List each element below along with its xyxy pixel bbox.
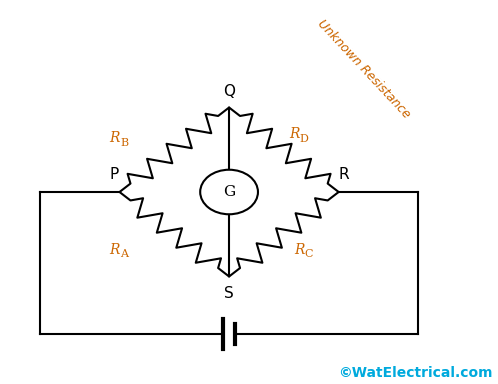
Text: R: R bbox=[289, 127, 299, 141]
Text: P: P bbox=[110, 167, 119, 182]
Text: Unknown Resistance: Unknown Resistance bbox=[315, 17, 412, 121]
Circle shape bbox=[200, 170, 258, 214]
Text: G: G bbox=[223, 185, 235, 199]
Text: S: S bbox=[224, 286, 234, 301]
Text: R: R bbox=[110, 243, 120, 257]
Text: R: R bbox=[294, 243, 304, 257]
Text: C: C bbox=[305, 249, 313, 259]
Text: A: A bbox=[121, 249, 128, 259]
Text: R: R bbox=[110, 131, 120, 145]
Text: B: B bbox=[121, 138, 128, 148]
Text: Q: Q bbox=[223, 84, 235, 99]
Text: R: R bbox=[338, 167, 349, 182]
Text: ©WatElectrical.com: ©WatElectrical.com bbox=[339, 366, 493, 380]
Text: D: D bbox=[300, 134, 309, 144]
